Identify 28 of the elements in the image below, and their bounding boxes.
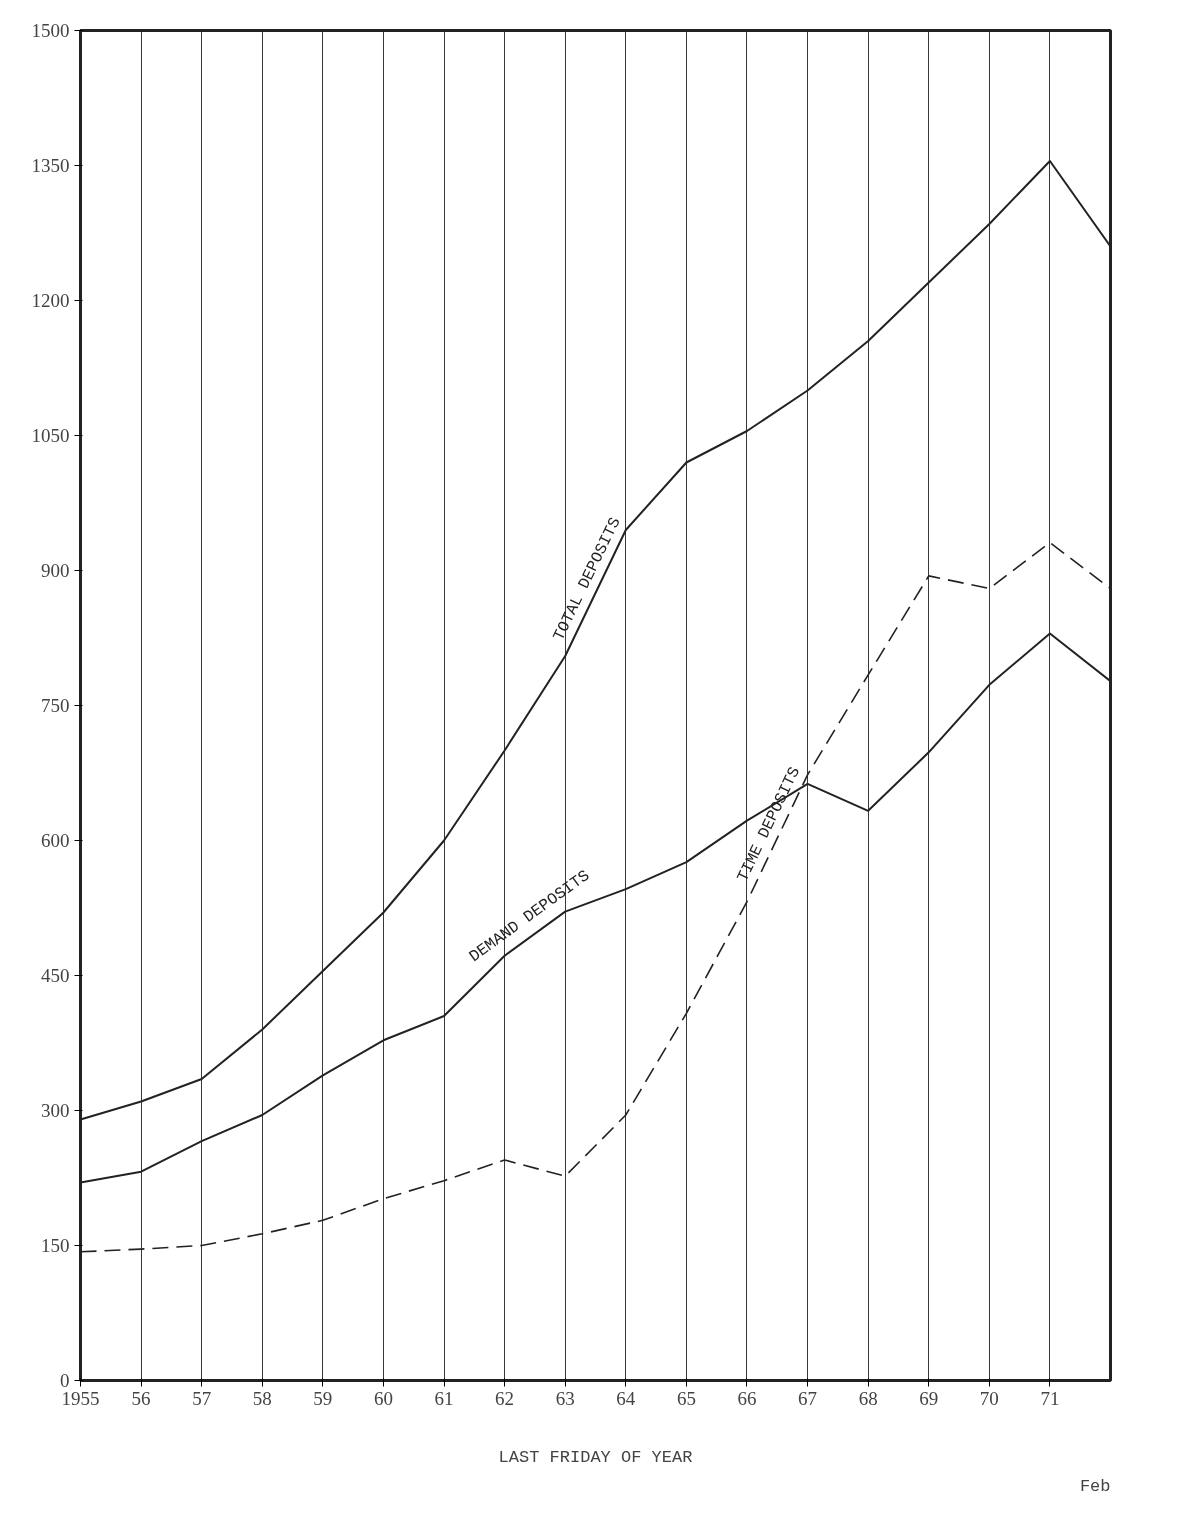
x-tick-label: 63	[555, 1387, 575, 1409]
x-tick-label: 61	[434, 1387, 454, 1409]
x-tick-label: 67	[798, 1387, 818, 1409]
x-tick-label: 60	[373, 1387, 393, 1409]
y-tick-label: 150	[41, 1235, 70, 1256]
x-tick-label: 65	[676, 1387, 696, 1409]
y-tick-label: 750	[41, 695, 70, 716]
x-tick-label: 56	[131, 1387, 151, 1409]
y-tick-label: 1200	[31, 290, 70, 311]
x-tick-label: 71	[1040, 1387, 1060, 1409]
x-tick-label: 58	[252, 1387, 272, 1409]
y-tick-label: 1050	[31, 425, 70, 446]
x-axis-title: LAST FRIDAY OF YEAR	[498, 1447, 693, 1467]
y-tick-label: 900	[41, 560, 70, 581]
x-tick-label: 59	[313, 1387, 333, 1409]
x-tick-label: 66	[737, 1387, 757, 1409]
x-tick-label: 62	[495, 1387, 515, 1409]
text: Feb	[1079, 1476, 1111, 1496]
y-tick-label: 300	[41, 1100, 70, 1121]
x-tick-label: 70	[979, 1387, 999, 1409]
y-tick-label: 600	[41, 830, 70, 851]
y-tick-label: 450	[41, 965, 70, 986]
x-tick-label: 64	[616, 1387, 636, 1409]
y-tick-label: 1350	[31, 155, 70, 176]
x-tick-label: 69	[919, 1387, 939, 1409]
x-tick-label: 57	[192, 1387, 212, 1409]
y-tick-label: 1500	[31, 20, 70, 41]
x-tick-label: 68	[858, 1387, 878, 1409]
